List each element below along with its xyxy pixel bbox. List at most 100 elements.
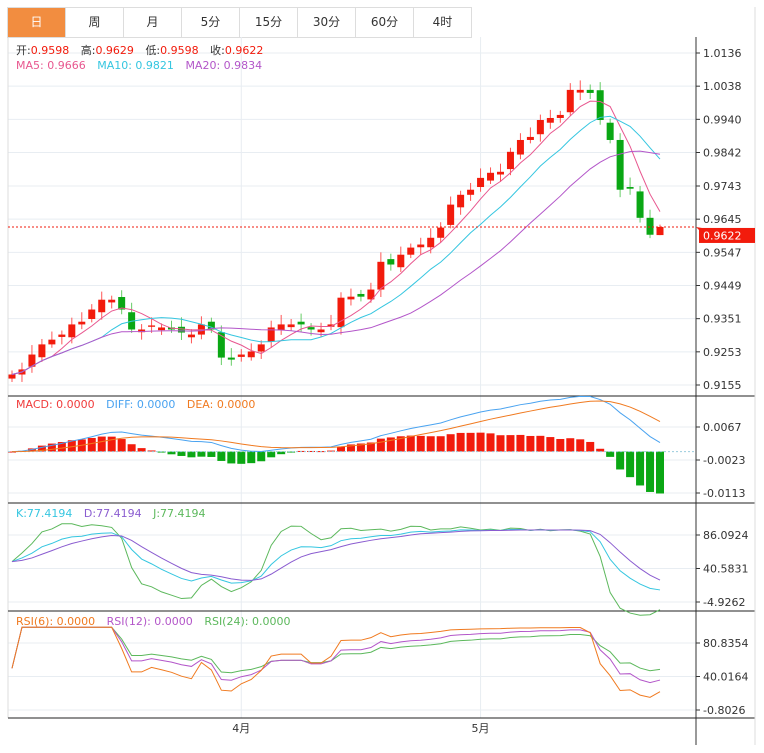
candle-body [98, 299, 106, 313]
dea-value: DEA: 0.0000 [186, 398, 256, 411]
candle-body [177, 326, 185, 333]
candle-body [28, 354, 36, 367]
macd-bar [267, 451, 276, 458]
tab-15分[interactable]: 15分 [240, 8, 298, 37]
low-label: 低: [145, 44, 161, 57]
tab-5分[interactable]: 5分 [182, 8, 240, 37]
candle-body [546, 117, 554, 123]
kdj-legend: K:77.4194 D:77.4194 J:77.4194 [16, 507, 214, 520]
rsi12-value: RSI(12): 0.0000 [106, 615, 193, 628]
candle-body [138, 329, 146, 333]
candle-body [367, 289, 375, 300]
macd-bar [207, 451, 216, 457]
candle-body [247, 351, 255, 358]
candle-body [467, 189, 475, 195]
price-axis-label: 0.9743 [703, 180, 742, 193]
x-axis-label: 4月 [232, 722, 250, 735]
macd-bar [546, 437, 555, 452]
macd-bar [606, 451, 615, 457]
macd-axis-label: -0.0023 [703, 454, 745, 467]
candle-body [536, 120, 544, 135]
macd-bar [456, 432, 465, 452]
candle-body [58, 334, 66, 337]
open-value: 0.9598 [30, 44, 70, 57]
candle-body [227, 357, 235, 360]
rsi24-value: RSI(24): 0.0000 [204, 615, 291, 628]
macd-axis-label: -0.0113 [703, 487, 745, 500]
tab-4时[interactable]: 4时 [414, 8, 472, 37]
candle-body [118, 297, 126, 310]
macd-bar [396, 436, 405, 452]
candle-body [207, 321, 215, 330]
candle-body [516, 139, 524, 155]
macd-bar [646, 451, 655, 492]
candle-body [78, 321, 86, 325]
candle-body [646, 217, 654, 235]
candle-body [297, 321, 305, 325]
macd-bar [57, 442, 66, 452]
dea-line [11, 400, 661, 453]
x-axis-label: 5月 [472, 722, 490, 735]
macd-legend: MACD: 0.0000 DIFF: 0.0000 DEA: 0.0000 [16, 398, 263, 411]
tab-周[interactable]: 周 [66, 8, 124, 37]
low-value: 0.9598 [160, 44, 199, 57]
macd-bar [636, 451, 645, 486]
macd-bar [496, 435, 505, 452]
macd-bar [147, 450, 156, 452]
ohlc-legend: 开:0.9598 高:0.9629 低:0.9598 收:0.9622 [16, 44, 271, 57]
candle-body [217, 332, 225, 358]
macd-bar [177, 451, 186, 456]
macd-bar [37, 445, 46, 452]
candle-body [487, 172, 495, 181]
ma-legend: MA5: 0.9666 MA10: 0.9821 MA20: 0.9834 [16, 59, 270, 72]
candle-body [88, 309, 96, 320]
macd-bar [446, 434, 455, 452]
price-axis-label: 0.9449 [703, 280, 742, 293]
k-line [11, 528, 661, 591]
tab-30分[interactable]: 30分 [298, 8, 356, 37]
price-axis-label: 0.9253 [703, 346, 742, 359]
rsi12-line [11, 626, 661, 684]
candle-body [237, 354, 245, 357]
tab-日[interactable]: 日 [8, 8, 66, 37]
candle-body [566, 89, 574, 113]
macd-bar [426, 436, 435, 452]
candle-body [626, 187, 634, 189]
candle-body [148, 325, 156, 327]
macd-bar [307, 450, 316, 452]
macd-bar [127, 444, 136, 452]
macd-bar [366, 442, 375, 452]
candle-body [427, 237, 435, 248]
tab-60分[interactable]: 60分 [356, 8, 414, 37]
close-label: 收: [210, 44, 225, 57]
macd-bar [167, 451, 176, 455]
macd-bar [416, 435, 425, 452]
rsi6-line [11, 626, 661, 698]
candle-body [257, 344, 265, 352]
candle-body [327, 324, 335, 327]
high-value: 0.9629 [95, 44, 134, 57]
macd-bar [187, 451, 196, 458]
candle-body [267, 327, 275, 342]
candle-body [397, 254, 405, 268]
macd-bar [257, 451, 266, 462]
rsi-axis-label: 80.8354 [703, 637, 749, 650]
price-axis-label: 0.9842 [703, 146, 742, 159]
tab-月[interactable]: 月 [124, 8, 182, 37]
rsi-axis-label: 40.0164 [703, 671, 749, 684]
macd-bar [406, 435, 415, 452]
price-axis-label: 0.9351 [703, 313, 742, 326]
macd-bar [117, 439, 126, 452]
candle-body [8, 374, 16, 379]
macd-bar [197, 451, 206, 457]
macd-bar [616, 451, 625, 470]
macd-bar [327, 450, 336, 452]
candle-body [526, 136, 534, 140]
macd-bar [466, 432, 475, 452]
candle-body [108, 299, 116, 303]
diff-line [11, 395, 661, 453]
candle-body [48, 339, 56, 345]
candle-body [277, 324, 285, 331]
